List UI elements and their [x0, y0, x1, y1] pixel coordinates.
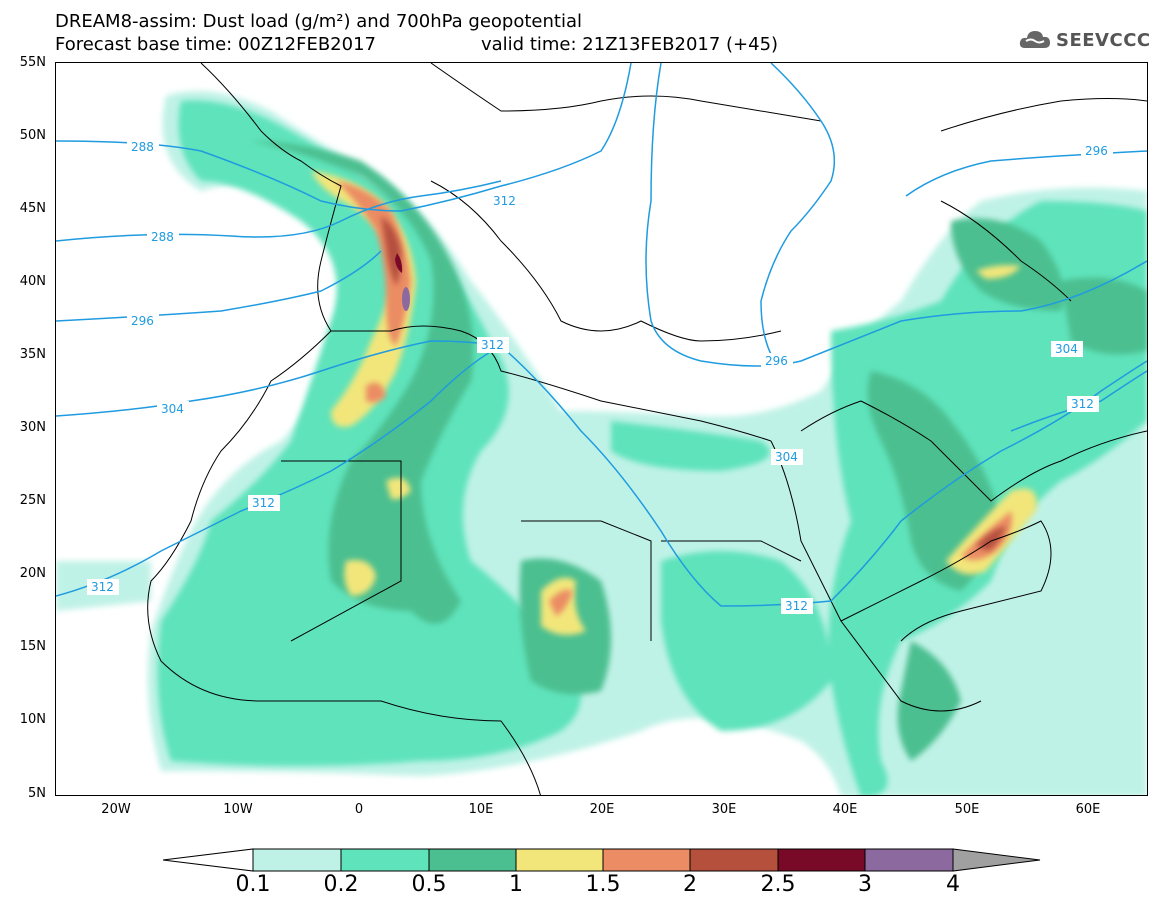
- colorbar-swatch-1: [515, 848, 604, 872]
- logo-text: SEEVCCC: [1056, 29, 1151, 51]
- lon-label-10e: 10E: [468, 802, 494, 817]
- colorbar-swatch-0-1: [252, 848, 342, 872]
- contour-label: 304: [775, 450, 798, 464]
- contour-label-group: 288 288 296 296 304 312 312 312 312 296 …: [87, 139, 1113, 614]
- contour-label: 312: [785, 599, 808, 613]
- cloud-icon: [1019, 31, 1050, 48]
- lon-label-20e: 20E: [589, 802, 615, 817]
- contour-label: 288: [151, 230, 174, 244]
- contour-label: 296: [131, 314, 154, 328]
- colorbar: [162, 848, 1041, 872]
- lat-label-5n: 5N: [28, 786, 46, 801]
- lat-label-40n: 40N: [19, 274, 46, 289]
- lat-label-25n: 25N: [19, 493, 46, 508]
- lat-label-30n: 30N: [19, 420, 46, 435]
- lat-label-50n: 50N: [19, 128, 46, 143]
- colorbar-swatch-2: [689, 848, 779, 872]
- dust-map: 288 288 296 296 304 312 312 312 312 296 …: [56, 63, 1147, 795]
- colorbar-swatch-0-2: [340, 848, 430, 872]
- seevccc-logo: SEEVCCC: [1018, 26, 1151, 54]
- colorbar-swatch-2-5: [777, 848, 866, 872]
- map-area[interactable]: 288 288 296 296 304 312 312 312 312 296 …: [55, 62, 1148, 796]
- colorbar-label: 2: [683, 872, 697, 897]
- lon-label-40e: 40E: [832, 802, 858, 817]
- contour-label: 296: [1085, 144, 1108, 158]
- lon-label-50e: 50E: [954, 802, 980, 817]
- dust-level-2: [381, 216, 1006, 551]
- colorbar-label: 0.1: [235, 872, 271, 897]
- valid-time: valid time: 21Z13FEB2017 (+45): [481, 34, 779, 55]
- contour-label: 288: [131, 140, 154, 154]
- colorbar-label: 3: [858, 872, 872, 897]
- colorbar-swatch-0-5: [428, 848, 517, 872]
- forecast-times: Forecast base time: 00Z12FEB2017 valid ti…: [55, 34, 778, 55]
- contour-label: 312: [252, 496, 275, 510]
- contour-label: 312: [91, 580, 114, 594]
- contour-label: 304: [161, 402, 184, 416]
- lat-label-35n: 35N: [19, 347, 46, 362]
- lat-label-20n: 20N: [19, 566, 46, 581]
- dust-level-2-5: [395, 253, 403, 273]
- lon-label-60e: 60E: [1075, 802, 1101, 817]
- contour-label: 312: [1071, 397, 1094, 411]
- contour-label: 296: [765, 354, 788, 368]
- lon-label-10w: 10W: [223, 802, 253, 817]
- colorbar-label: 1.5: [585, 872, 621, 897]
- lat-label-55n: 55N: [19, 55, 46, 70]
- colorbar-label: 0.5: [411, 872, 447, 897]
- dust-level-1-5: [336, 181, 1012, 616]
- dust-level-3: [402, 287, 410, 311]
- lon-label-0: 0: [354, 802, 364, 817]
- lat-label-45n: 45N: [19, 201, 46, 216]
- lat-label-10n: 10N: [19, 712, 46, 727]
- colorbar-swatch-3: [864, 848, 954, 872]
- map-title: DREAM8-assim: Dust load (g/m²) and 700hP…: [55, 11, 582, 32]
- colorbar-swatch-1-5: [602, 848, 691, 872]
- colorbar-upper-arrow: [952, 848, 1041, 872]
- coastlines: [147, 63, 1147, 795]
- forecast-base-time: Forecast base time: 00Z12FEB2017: [55, 34, 376, 55]
- colorbar-label: 0.2: [323, 872, 359, 897]
- contour-label: 312: [481, 338, 504, 352]
- lon-label-30e: 30E: [711, 802, 737, 817]
- contour-label: 312: [493, 194, 516, 208]
- colorbar-label: 2.5: [760, 872, 796, 897]
- colorbar-label: 4: [946, 872, 960, 897]
- contour-label: 304: [1055, 342, 1078, 356]
- lon-label-20w: 20W: [101, 802, 131, 817]
- lat-label-15n: 15N: [19, 639, 46, 654]
- colorbar-lower-arrow: [162, 848, 254, 872]
- colorbar-label: 1: [509, 872, 523, 897]
